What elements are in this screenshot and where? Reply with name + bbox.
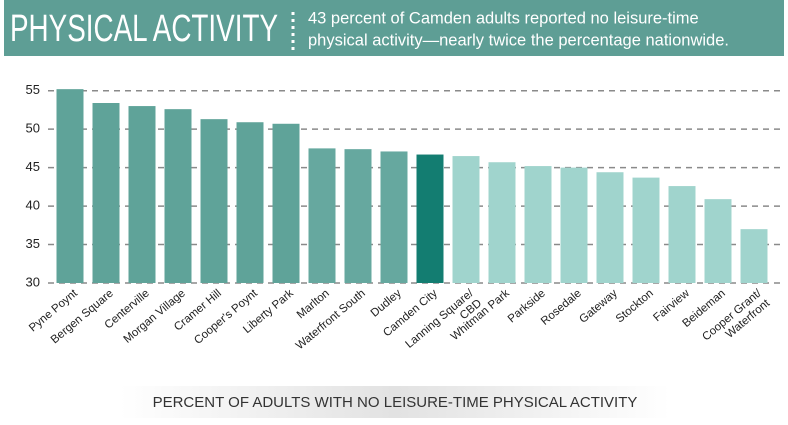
bar bbox=[380, 151, 408, 283]
y-tick-label: 40 bbox=[26, 198, 40, 213]
bar bbox=[596, 172, 624, 283]
bar bbox=[416, 154, 444, 283]
chart-title: PHYSICAL ACTIVITY bbox=[10, 8, 278, 50]
bar bbox=[740, 229, 768, 283]
x-tick-label: Gateway bbox=[577, 287, 620, 326]
bar bbox=[92, 103, 120, 283]
bar bbox=[128, 106, 156, 283]
subtitle: 43 percent of Camden adults reported no … bbox=[308, 9, 699, 27]
bar bbox=[560, 167, 588, 283]
x-label-band bbox=[120, 386, 670, 418]
bar bbox=[56, 89, 84, 284]
x-tick-label: Stockton bbox=[614, 287, 656, 325]
header-band bbox=[4, 0, 784, 56]
bar bbox=[308, 148, 336, 283]
x-tick-label: Rosedale bbox=[539, 287, 584, 327]
y-tick-label: 50 bbox=[26, 121, 40, 136]
x-axis-label: PERCENT OF ADULTS WITH NO LEISURE-TIME P… bbox=[153, 394, 638, 411]
y-tick-label: 35 bbox=[26, 236, 40, 251]
x-tick-label: Bergen Square bbox=[49, 287, 116, 346]
x-tick-label: Cooper's Poynt bbox=[192, 287, 260, 347]
bar bbox=[236, 122, 264, 283]
bar bbox=[488, 162, 516, 283]
bar bbox=[668, 186, 696, 283]
bar bbox=[524, 166, 552, 283]
y-tick-label: 55 bbox=[26, 82, 40, 97]
bar bbox=[452, 156, 480, 283]
y-tick-label: 45 bbox=[26, 159, 40, 174]
bar bbox=[632, 177, 660, 283]
bar bbox=[200, 119, 228, 284]
x-tick-label: Morgan Village bbox=[122, 287, 188, 345]
subtitle: physical activity—nearly twice the perce… bbox=[308, 31, 729, 49]
y-tick-label: 30 bbox=[26, 274, 40, 289]
bar bbox=[704, 199, 732, 283]
bar bbox=[164, 109, 192, 284]
bar bbox=[272, 123, 300, 284]
bar bbox=[344, 149, 372, 283]
